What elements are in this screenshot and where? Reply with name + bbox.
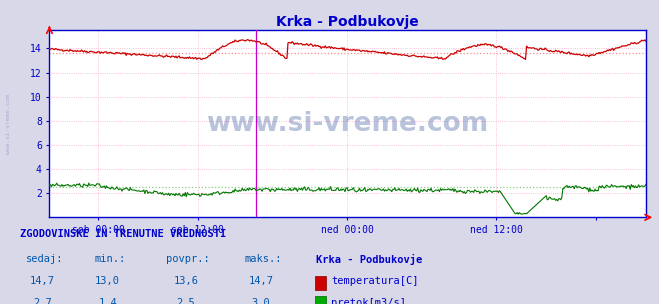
Text: www.si-vreme.com: www.si-vreme.com [206, 111, 489, 137]
Text: Krka - Podbukovje: Krka - Podbukovje [316, 254, 422, 265]
Text: 2,7: 2,7 [33, 298, 52, 304]
Text: min.:: min.: [95, 254, 126, 264]
Text: 2,5: 2,5 [177, 298, 195, 304]
Text: 13,0: 13,0 [95, 276, 120, 286]
Text: 14,7: 14,7 [248, 276, 273, 286]
Title: Krka - Podbukovje: Krka - Podbukovje [276, 15, 419, 29]
Text: www.si-vreme.com: www.si-vreme.com [7, 94, 11, 154]
Text: 3,0: 3,0 [252, 298, 270, 304]
Text: 1,4: 1,4 [98, 298, 117, 304]
Text: maks.:: maks.: [244, 254, 282, 264]
Bar [314, 275, 326, 290]
Text: povpr.:: povpr.: [167, 254, 210, 264]
Text: 14,7: 14,7 [30, 276, 55, 286]
Bar [314, 296, 326, 304]
Text: 13,6: 13,6 [173, 276, 198, 286]
Text: ZGODOVINSKE IN TRENUTNE VREDNOSTI: ZGODOVINSKE IN TRENUTNE VREDNOSTI [20, 229, 226, 239]
Text: temperatura[C]: temperatura[C] [331, 276, 419, 286]
Text: pretok[m3/s]: pretok[m3/s] [331, 298, 407, 304]
Text: sedaj:: sedaj: [26, 254, 64, 264]
